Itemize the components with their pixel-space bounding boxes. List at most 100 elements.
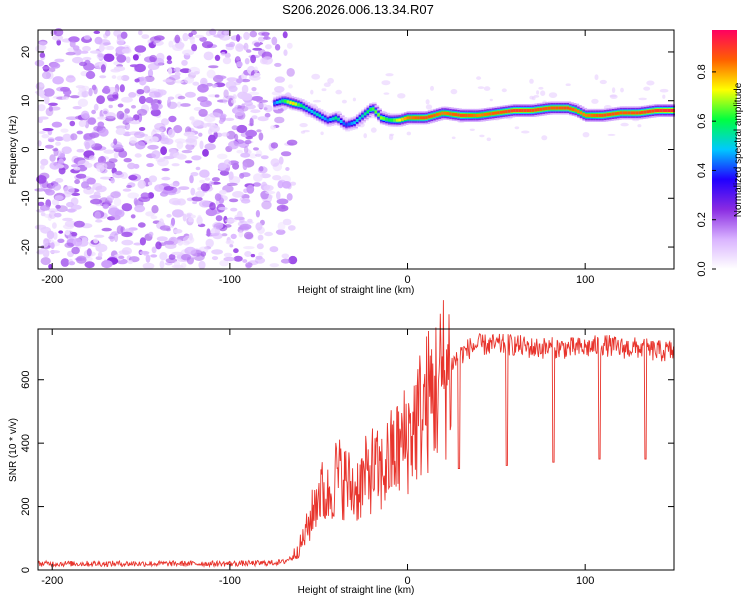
noise-blob xyxy=(54,136,64,141)
noise-blob xyxy=(116,110,125,120)
noise-blob xyxy=(278,156,284,165)
noise-blob xyxy=(236,124,248,134)
noise-blob xyxy=(98,44,105,52)
noise-blob xyxy=(148,175,158,183)
noise-blob xyxy=(48,264,53,269)
ridge-segment xyxy=(414,116,420,120)
ridge-segment xyxy=(398,118,404,122)
noise-blob xyxy=(103,53,115,62)
noise-blob xyxy=(240,152,251,158)
heatmap-x-tick-label: 100 xyxy=(576,274,594,286)
noise-blob xyxy=(168,148,177,154)
ridge-segment xyxy=(657,109,662,112)
noise-blob xyxy=(89,194,102,199)
noise-blob xyxy=(191,155,202,161)
noise-blob xyxy=(173,125,183,134)
noise-blob xyxy=(150,215,158,220)
noise-blob xyxy=(94,36,103,45)
noise-blob xyxy=(121,203,133,212)
ridge-segment xyxy=(537,108,542,112)
noise-blob xyxy=(199,140,204,150)
ridge-segment xyxy=(643,110,649,114)
noise-blob xyxy=(182,49,195,56)
noise-blob xyxy=(60,128,69,133)
noise-blob xyxy=(56,205,68,213)
noise-blob xyxy=(192,201,198,205)
noise-blob xyxy=(245,262,253,268)
noise-blob xyxy=(274,62,282,67)
noise-speck xyxy=(643,86,651,91)
noise-blob xyxy=(181,253,192,261)
noise-blob xyxy=(61,146,72,154)
noise-blob xyxy=(244,58,250,65)
ridge-segment xyxy=(497,111,502,115)
noise-blob xyxy=(165,257,178,264)
noise-blob xyxy=(178,186,190,191)
noise-speck xyxy=(659,88,669,93)
noise-blob xyxy=(93,125,103,132)
noise-blob xyxy=(86,177,96,185)
noise-blob xyxy=(47,208,59,213)
noise-blob xyxy=(115,127,126,136)
noise-blob xyxy=(45,144,54,149)
noise-blob xyxy=(189,36,195,45)
noise-blob xyxy=(176,141,184,150)
noise-blob xyxy=(138,76,147,86)
noise-blob xyxy=(222,57,232,65)
noise-blob xyxy=(96,165,105,173)
noise-blob xyxy=(134,204,146,213)
noise-blob xyxy=(113,197,122,207)
noise-blob xyxy=(200,77,208,86)
noise-speck xyxy=(323,82,331,87)
noise-blob xyxy=(132,54,139,61)
noise-blob xyxy=(34,188,46,192)
noise-blob xyxy=(50,242,55,250)
ridge-segment xyxy=(574,108,580,112)
noise-blob xyxy=(202,149,209,157)
noise-blob xyxy=(256,102,267,109)
noise-blob xyxy=(281,253,290,259)
noise-blob xyxy=(205,100,211,105)
noise-blob xyxy=(246,49,252,53)
colorbar-gradient xyxy=(712,30,737,269)
ridge-segment xyxy=(526,109,532,112)
noise-blob xyxy=(214,94,220,98)
ridge-segment xyxy=(470,113,476,117)
noise-speck xyxy=(476,76,482,80)
noise-blob xyxy=(161,168,170,172)
noise-blob xyxy=(199,179,205,184)
snr-series-line xyxy=(37,300,674,568)
noise-blob xyxy=(249,153,257,159)
noise-blob xyxy=(248,91,260,96)
ridge-segment xyxy=(350,121,356,125)
snr-y-tick-label: 600 xyxy=(20,371,32,389)
noise-blob xyxy=(161,176,171,181)
ridge-segment xyxy=(363,112,369,116)
noise-blob xyxy=(264,112,271,118)
ridge-segment xyxy=(417,116,422,120)
noise-blob xyxy=(286,183,292,190)
noise-blob xyxy=(263,107,268,111)
noise-blob xyxy=(96,95,105,105)
noise-blob xyxy=(274,116,285,124)
noise-blob xyxy=(251,115,258,120)
noise-blob xyxy=(235,43,244,52)
noise-blob xyxy=(224,117,235,121)
noise-blob xyxy=(139,250,150,255)
noise-blob xyxy=(41,134,50,139)
noise-blob xyxy=(112,144,124,150)
ridge-segment xyxy=(454,113,460,117)
noise-blob xyxy=(270,158,280,167)
noise-blob xyxy=(166,60,173,65)
snr-y-ticks: 0 200 400 600 xyxy=(20,371,674,573)
ridge-segment xyxy=(638,111,644,115)
noise-blob xyxy=(128,92,137,98)
snr-y-axis-label: SNR (10 * v/v) xyxy=(8,418,19,482)
ridge-segment xyxy=(475,113,481,117)
noise-blob xyxy=(154,122,166,131)
ridge-segment xyxy=(345,123,350,127)
noise-blob xyxy=(133,242,143,246)
noise-blob xyxy=(52,222,57,229)
ridge-segment xyxy=(670,109,675,112)
noise-blob xyxy=(110,191,121,199)
